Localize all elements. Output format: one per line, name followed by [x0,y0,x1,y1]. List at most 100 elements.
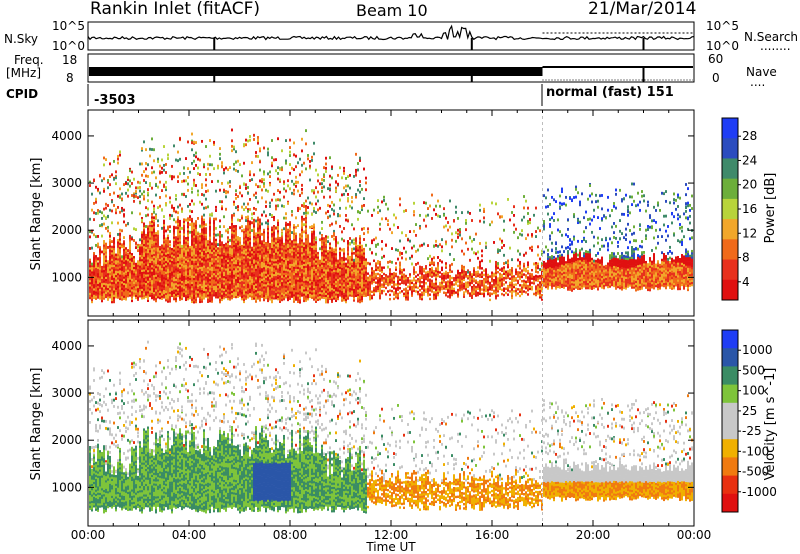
power-cell [103,214,105,218]
power-cell [167,268,169,271]
power-cell [323,256,325,259]
power-cell [321,285,323,289]
power-cell [249,229,251,232]
power-cell [115,257,117,261]
power-cell [293,283,295,286]
power-cell [157,283,159,286]
power-cell [305,244,307,247]
power-cell [185,239,187,242]
power-cell [351,271,353,274]
power-cell [333,273,335,277]
power-cell [163,226,165,229]
power-cell [215,293,217,297]
power-cell [127,176,129,179]
power-cell [141,286,143,289]
power-cell [257,233,259,237]
power-cell [327,273,329,276]
power-cell [219,147,221,150]
power-cell [217,281,219,284]
power-cell [101,297,103,301]
power-cell [163,268,165,271]
power-cell [301,228,303,231]
power-cell [125,293,127,297]
power-cell [187,297,189,301]
power-cell [205,261,207,264]
power-cell [311,285,313,289]
power-cell [323,195,325,199]
power-cell [209,154,211,158]
power-cell [243,270,245,274]
power-cell [265,294,267,298]
power-cell [221,165,223,169]
power-cell [237,276,239,279]
power-cell [155,246,157,250]
power-cell [163,260,165,263]
power-cell [329,250,331,254]
power-cell [249,260,251,264]
power-cell [253,227,255,230]
power-cell [233,225,235,228]
power-cell [191,262,193,265]
power-cell [211,291,213,295]
power-cell [149,245,151,249]
power-cell [89,235,91,239]
power-cell [155,263,157,267]
power-cell [179,219,181,223]
power-cell [139,201,141,205]
power-cell [125,262,127,265]
power-cell [309,272,311,275]
power-cell [249,237,251,240]
power-cell [107,279,109,282]
power-cell [333,267,335,271]
power-cell [207,294,209,297]
power-cell [227,255,229,258]
power-cell [147,274,149,277]
power-cell [361,251,363,254]
power-cell [161,282,163,286]
power-cell [281,296,283,300]
power-cell [191,251,193,255]
power-cell [199,251,201,255]
power-cell [151,137,153,141]
power-cell [173,293,175,297]
power-cell [197,267,199,270]
power-cell [211,251,213,254]
power-cell [225,257,227,261]
power-cell [293,300,295,303]
power-cell [339,258,341,261]
power-cell [301,249,303,253]
power-cell [263,258,265,261]
power-cell [359,239,361,242]
power-cell [283,261,285,265]
power-cell [231,267,233,270]
power-cell [235,255,237,258]
power-cell [151,258,153,262]
power-cell [339,279,341,282]
power-cell [89,184,91,187]
power-cell [339,247,341,250]
power-cell [189,288,191,291]
power-cell [319,280,321,284]
power-cell [313,228,315,231]
power-cell [275,269,277,272]
power-cell [205,293,207,296]
power-cell [257,250,259,253]
power-cell [169,240,171,244]
power-cell [229,293,231,297]
power-cell [199,232,201,236]
power-cell [303,265,305,269]
power-cell [361,265,363,269]
power-cell [175,297,177,301]
power-cell [335,242,337,245]
power-cell [211,163,213,167]
power-cell [205,271,207,275]
power-cell [155,259,157,262]
power-cell [355,262,357,266]
power-cell [141,252,143,255]
power-cell [221,268,223,272]
power-cell [333,295,335,298]
power-cell [93,233,95,237]
power-cell [121,197,123,201]
power-cell [125,285,127,288]
power-cell [157,238,159,242]
